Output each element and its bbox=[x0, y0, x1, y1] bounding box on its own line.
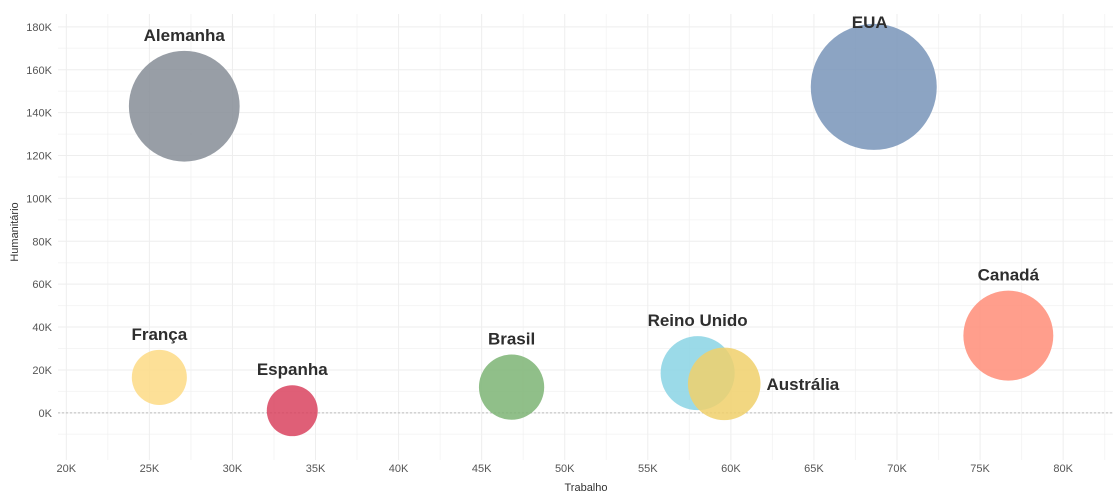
x-tick-label: 70K bbox=[887, 463, 907, 475]
bubble-label: Espanha bbox=[257, 360, 328, 379]
y-axis-tick-labels: 0K 20K 40K 60K 80K 100K 120K 140K 160K 180K bbox=[26, 22, 52, 420]
x-axis-title: Trabalho bbox=[564, 482, 607, 494]
x-tick-label: 80K bbox=[1053, 463, 1073, 475]
bubble-layer bbox=[128, 23, 1054, 437]
bubble bbox=[687, 347, 761, 421]
bubble-label: França bbox=[131, 325, 187, 344]
bubble-label: EUA bbox=[852, 13, 888, 32]
y-tick-label: 60K bbox=[32, 279, 52, 291]
x-tick-label: 65K bbox=[804, 463, 824, 475]
x-tick-label: 55K bbox=[638, 463, 658, 475]
bubble-label: Austrália bbox=[767, 375, 840, 394]
x-tick-label: 40K bbox=[389, 463, 409, 475]
grid-layer bbox=[58, 14, 1113, 460]
bubble bbox=[478, 354, 545, 420]
y-tick-label: 100K bbox=[26, 193, 52, 205]
x-tick-label: 50K bbox=[555, 463, 575, 475]
bubble bbox=[963, 290, 1054, 381]
x-tick-label: 75K bbox=[970, 463, 990, 475]
y-tick-label: 20K bbox=[32, 365, 52, 377]
bubble-label: Alemanha bbox=[144, 26, 226, 45]
x-tick-label: 60K bbox=[721, 463, 741, 475]
x-tick-label: 35K bbox=[306, 463, 326, 475]
x-tick-label: 45K bbox=[472, 463, 492, 475]
y-tick-label: 80K bbox=[32, 236, 52, 248]
x-axis-tick-labels: 20K 25K 30K 35K 40K 45K 50K 55K 60K 65K 70K 75K 80K bbox=[57, 463, 1074, 475]
y-axis-title: Humanitário bbox=[9, 202, 21, 261]
bubble bbox=[131, 349, 187, 405]
x-tick-label: 30K bbox=[223, 463, 243, 475]
bubble bbox=[810, 23, 937, 150]
y-tick-label: 140K bbox=[26, 108, 52, 120]
y-tick-label: 160K bbox=[26, 65, 52, 77]
y-tick-label: 180K bbox=[26, 22, 52, 34]
x-tick-label: 25K bbox=[140, 463, 160, 475]
x-tick-label: 20K bbox=[57, 463, 77, 475]
y-tick-label: 0K bbox=[39, 408, 53, 420]
bubble-label-layer: Alemanha EUA Canadá França Espanha Brasil Rein… bbox=[131, 13, 1039, 394]
bubble bbox=[266, 385, 318, 437]
y-tick-label: 40K bbox=[32, 322, 52, 334]
bubble-label: Reino Unido bbox=[648, 311, 748, 330]
y-tick-label: 120K bbox=[26, 151, 52, 163]
bubble bbox=[128, 50, 240, 162]
bubble-label: Brasil bbox=[488, 329, 535, 348]
bubble-label: Canadá bbox=[978, 266, 1040, 285]
